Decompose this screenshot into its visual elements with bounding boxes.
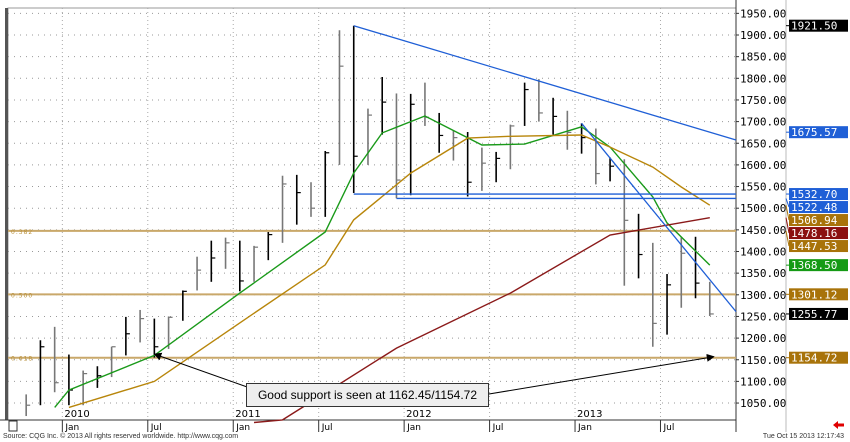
plot-area <box>7 7 737 421</box>
moving-average-line <box>68 134 711 409</box>
price-tick-label: 1400.00 <box>740 246 786 259</box>
price-tag-label: 1506.94 <box>791 214 838 227</box>
price-tag-label: 1478.16 <box>791 227 837 240</box>
price-tag-leader <box>785 230 790 247</box>
x-tick-label: Jan <box>235 423 250 432</box>
moving-average-line <box>253 217 710 424</box>
price-tag-label: 1921.50 <box>791 20 837 33</box>
price-tag <box>789 201 848 214</box>
price-tick-label: 1800.00 <box>740 72 786 85</box>
price-tag <box>789 214 848 227</box>
price-tick-label: 1150.00 <box>740 354 786 367</box>
timestamp: Tue Oct 15 2013 12:17:43 <box>762 433 844 440</box>
price-tag-label: 1675.57 <box>791 126 837 139</box>
price-tag-label: 1447.53 <box>791 240 837 253</box>
price-tag-leader <box>785 217 790 234</box>
price-tick-label: 1200.00 <box>740 332 786 345</box>
price-tick-label: 1500.00 <box>740 202 786 215</box>
price-tag <box>789 288 848 301</box>
x-tick-label: Jul <box>150 423 162 432</box>
source-credit: Source: CQG Inc. © 2013 All rights reser… <box>3 433 239 440</box>
price-tag <box>789 351 848 364</box>
price-tag <box>789 227 848 240</box>
price-tick-label: 1550.00 <box>740 181 786 194</box>
x-tick-label: Jan <box>64 423 79 432</box>
price-tag-label: 1255.77 <box>791 308 837 321</box>
price-tag-label: 1368.50 <box>791 259 837 272</box>
year-label: 2011 <box>235 409 260 420</box>
axis-box <box>8 420 18 432</box>
price-tag <box>789 19 848 32</box>
price-tag <box>789 307 848 320</box>
price-tick-label: 1450.00 <box>740 224 786 237</box>
price-tag-leader <box>785 198 790 208</box>
price-tick-label: 1700.00 <box>740 116 786 129</box>
annotation-arrow <box>153 352 251 389</box>
x-tick-label: Jul <box>662 423 674 432</box>
price-tick-label: 1100.00 <box>740 375 786 388</box>
price-tick-label: 1950.00 <box>740 7 786 20</box>
price-tick-label: 1900.00 <box>740 29 786 42</box>
fib-level-label: 0.500 <box>11 292 33 299</box>
price-tick-label: 1300.00 <box>740 289 786 302</box>
price-tag-label: 1301.12 <box>791 288 837 301</box>
year-label: 2010 <box>64 409 89 420</box>
price-tag <box>789 126 848 139</box>
price-tick-label: 1850.00 <box>740 51 786 64</box>
year-label: 2013 <box>577 409 602 420</box>
price-tag <box>789 188 848 201</box>
price-tag <box>789 240 848 253</box>
price-tick-label: 1050.00 <box>740 397 786 410</box>
price-tag <box>789 259 848 272</box>
price-tick-label: 1600.00 <box>740 159 786 172</box>
price-tick-label: 1250.00 <box>740 310 786 323</box>
annotation-arrow <box>488 353 715 395</box>
year-label: 2012 <box>406 409 431 420</box>
x-tick-label: Jul <box>492 423 504 432</box>
annotation-box: Good support is seen at 1162.45/1154.72 <box>246 383 489 407</box>
x-tick-label: Jan <box>406 423 421 432</box>
price-chart: 1050.00 1100.00 1150.00 1200.00 1250.00 1300.… <box>0 0 848 432</box>
price-tag-label: 1154.72 <box>791 352 837 365</box>
fib-level-label: 0.618 <box>11 356 33 363</box>
trendline <box>581 122 737 313</box>
moving-average-line <box>54 115 711 408</box>
trendline <box>353 25 737 141</box>
price-tag-leader <box>785 205 790 221</box>
price-tag-label: 1532.70 <box>791 188 837 201</box>
price-tick-label: 1750.00 <box>740 94 786 107</box>
price-tag-label: 1522.48 <box>791 201 837 214</box>
x-tick-label: Jul <box>321 423 333 432</box>
scroll-left-arrow-icon <box>833 421 844 429</box>
left-edge <box>5 8 8 420</box>
x-tick-label: Jan <box>577 423 592 432</box>
price-tick-label: 1650.00 <box>740 137 786 150</box>
price-tick-label: 1350.00 <box>740 267 786 280</box>
fib-level-label: 0.382 <box>11 229 33 236</box>
